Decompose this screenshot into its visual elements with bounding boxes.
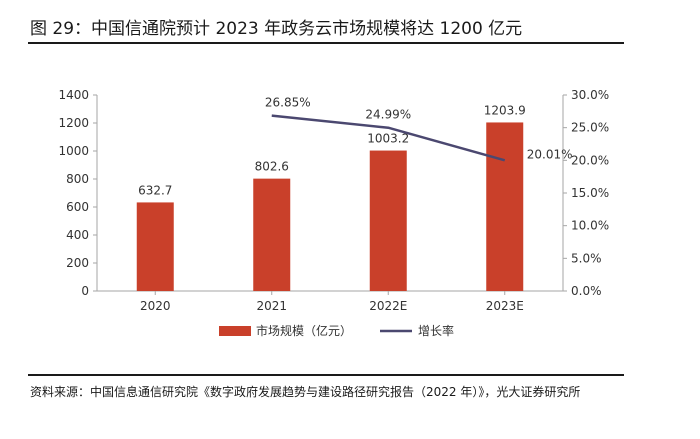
y-right-tick-label: 30.0%	[571, 88, 609, 102]
y-right-tick-label: 0.0%	[571, 284, 602, 298]
y-left-tick-label: 1200	[58, 116, 89, 130]
y-left-tick-label: 1000	[58, 144, 89, 158]
title-rule	[28, 42, 624, 44]
bar-data-label: 1203.9	[484, 103, 526, 117]
figure-title: 图 29：中国信通院预计 2023 年政务云市场规模将达 1200 亿元	[30, 19, 523, 39]
source-note: 资料来源：中国信息通信研究院《数字政府发展趋势与建设路径研究报告（2022 年）…	[30, 385, 581, 399]
bar	[486, 122, 524, 291]
y-left-tick-label: 1400	[58, 88, 89, 102]
growth-data-label: 20.01%	[527, 147, 573, 161]
growth-data-label: 26.85%	[265, 96, 311, 110]
y-right-tick-label: 25.0%	[571, 121, 609, 135]
y-right-tick-label: 15.0%	[571, 186, 609, 200]
growth-data-label: 24.99%	[365, 108, 411, 122]
x-tick-label: 2022E	[369, 299, 407, 313]
x-tick-label: 2020	[140, 299, 171, 313]
y-left-tick-label: 0	[81, 284, 89, 298]
source-rule	[28, 374, 624, 376]
bar-data-label: 802.6	[255, 160, 289, 174]
y-right-tick-label: 5.0%	[571, 251, 602, 265]
bar	[136, 202, 174, 291]
y-left-tick-label: 200	[66, 256, 89, 270]
bar-data-label: 1003.2	[367, 132, 409, 146]
y-left-tick-label: 400	[66, 228, 89, 242]
legend-bar-label: 市场规模（亿元）	[256, 323, 352, 338]
x-tick-label: 2021	[256, 299, 287, 313]
legend-bar-swatch	[219, 326, 251, 336]
bar	[253, 178, 291, 291]
legend-line-label: 增长率	[418, 323, 454, 338]
y-left-tick-label: 800	[66, 172, 89, 186]
y-right-tick-label: 10.0%	[571, 219, 609, 233]
bar	[369, 150, 407, 291]
x-tick-label: 2023E	[486, 299, 524, 313]
y-left-tick-label: 600	[66, 200, 89, 214]
bar-data-label: 632.7	[138, 183, 172, 197]
y-right-tick-label: 20.0%	[571, 153, 609, 167]
